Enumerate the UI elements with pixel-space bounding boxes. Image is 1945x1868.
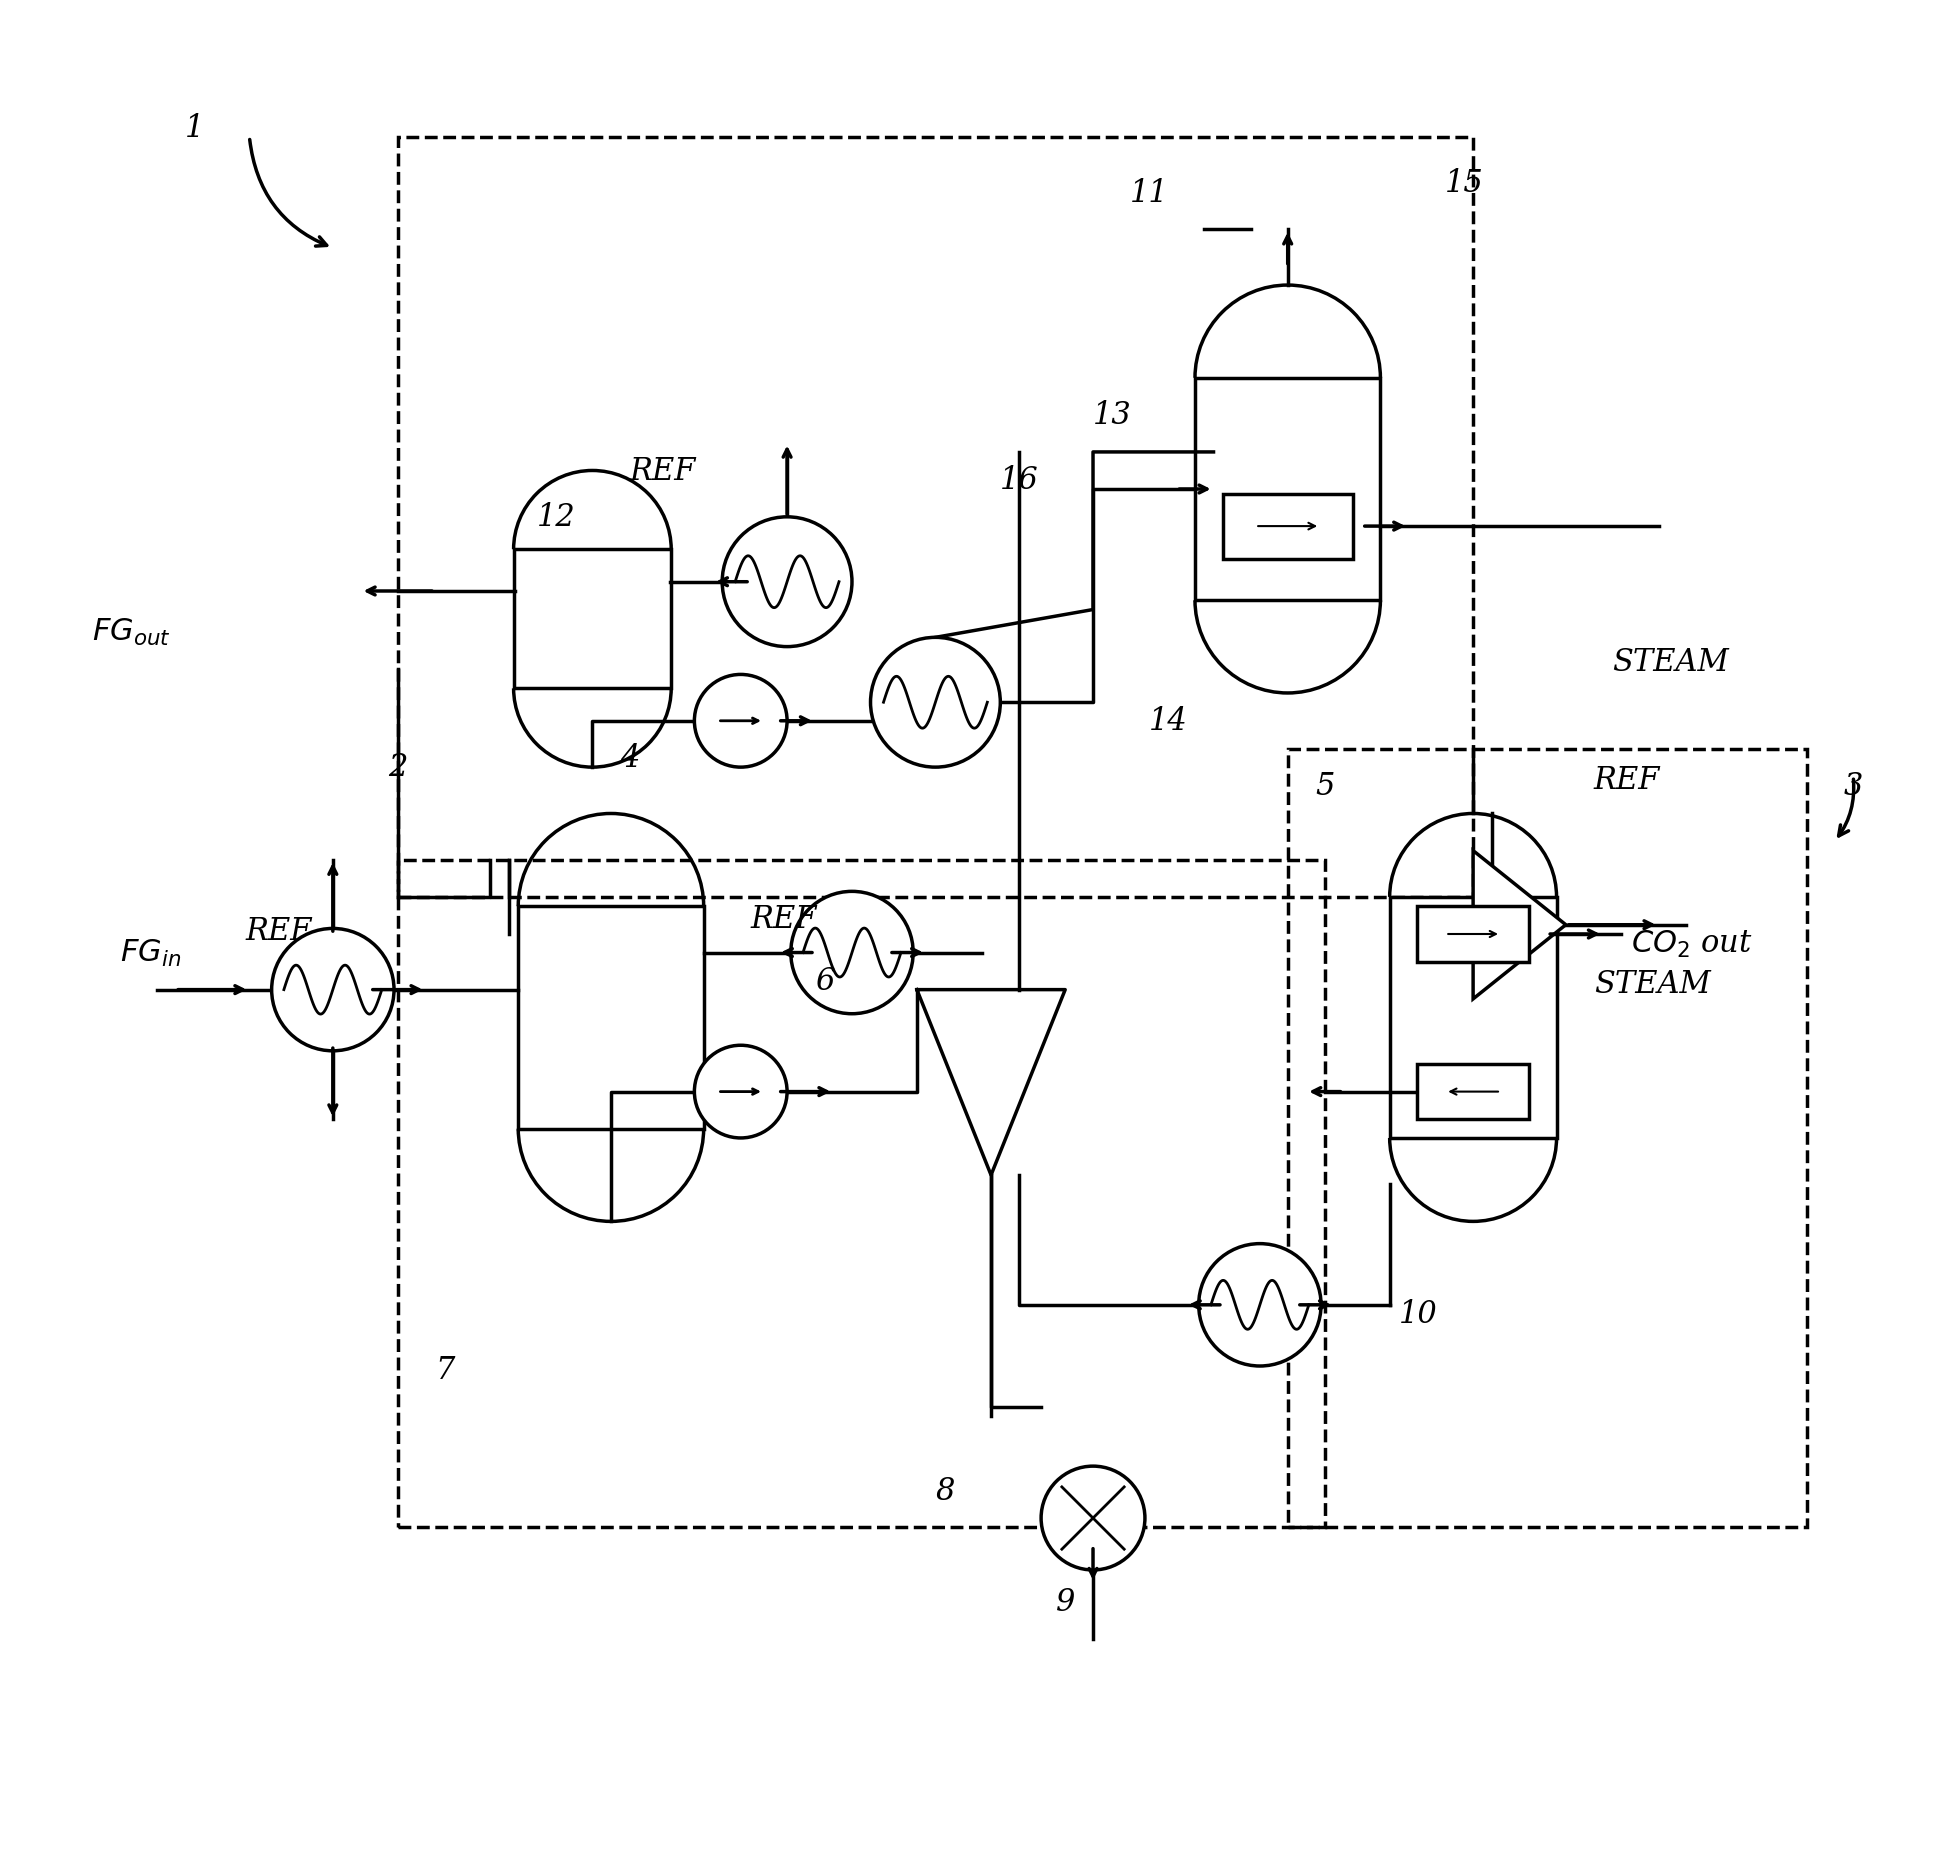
Bar: [1288, 749, 1807, 1528]
Bar: [513, 549, 671, 687]
Text: STEAM: STEAM: [1593, 969, 1710, 1001]
Text: REF: REF: [1593, 766, 1659, 796]
Polygon shape: [1472, 850, 1566, 999]
Bar: [1223, 493, 1352, 559]
Text: $FG_{in}$: $FG_{in}$: [119, 938, 181, 969]
Circle shape: [792, 891, 912, 1014]
Circle shape: [272, 928, 395, 1052]
Bar: [1418, 1063, 1529, 1119]
Bar: [1389, 897, 1556, 1138]
Text: 13: 13: [1093, 400, 1132, 432]
Circle shape: [1041, 1466, 1146, 1569]
Text: 7: 7: [436, 1354, 455, 1386]
Text: 8: 8: [936, 1476, 955, 1506]
Text: 5: 5: [1315, 771, 1334, 801]
Text: 11: 11: [1130, 177, 1169, 209]
Text: 2: 2: [389, 753, 408, 783]
Circle shape: [871, 637, 1000, 768]
Bar: [1418, 906, 1529, 962]
Circle shape: [694, 674, 788, 768]
Text: REF: REF: [751, 904, 817, 936]
Circle shape: [1198, 1244, 1321, 1366]
Circle shape: [722, 517, 852, 646]
Bar: [397, 859, 1325, 1528]
Text: 12: 12: [537, 502, 576, 532]
Text: 3: 3: [1844, 771, 1863, 801]
Text: REF: REF: [245, 915, 311, 947]
Text: 6: 6: [815, 966, 834, 998]
Text: 16: 16: [1000, 465, 1039, 497]
Text: $FG_{out}$: $FG_{out}$: [91, 616, 171, 648]
Text: 4: 4: [620, 743, 640, 773]
Text: 14: 14: [1149, 706, 1186, 738]
Text: $CO_2$ out: $CO_2$ out: [1630, 928, 1752, 960]
Bar: [1194, 377, 1381, 600]
Text: 1: 1: [185, 112, 204, 144]
Bar: [517, 906, 704, 1128]
Text: 15: 15: [1445, 168, 1484, 200]
Text: STEAM: STEAM: [1612, 646, 1729, 678]
Text: 9: 9: [1056, 1586, 1076, 1618]
Text: REF: REF: [630, 456, 696, 488]
Bar: [397, 136, 1472, 897]
Circle shape: [694, 1046, 788, 1138]
Text: 10: 10: [1398, 1300, 1437, 1330]
